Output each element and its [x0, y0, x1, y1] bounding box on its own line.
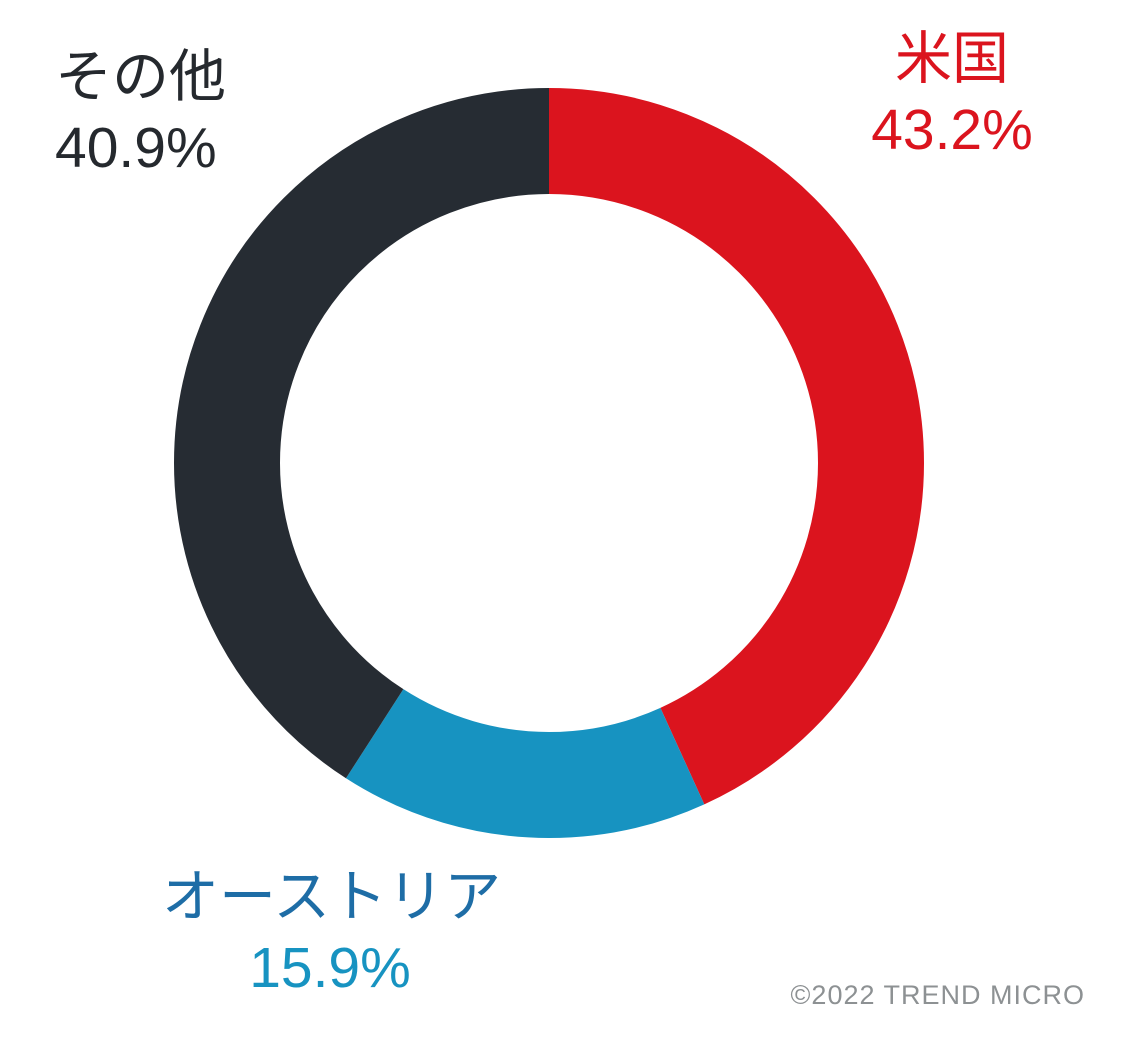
donut-segment-2	[174, 88, 924, 838]
label-us-value: 43.2%	[871, 97, 1033, 162]
label-austria-name: オーストリア	[162, 865, 502, 929]
copyright-text: ©2022 TREND MICRO	[790, 980, 1085, 1010]
label-other-name: その他	[55, 45, 226, 109]
label-us: 米国 43.2%	[856, 24, 1048, 165]
label-other-value: 40.9%	[55, 115, 217, 180]
label-austria: オーストリア 15.9%	[162, 862, 502, 1003]
label-us-name: 米国	[895, 27, 1009, 91]
donut-segment-1	[174, 88, 924, 838]
label-other: その他 40.9%	[55, 42, 226, 183]
label-austria-value: 15.9%	[249, 935, 411, 1000]
